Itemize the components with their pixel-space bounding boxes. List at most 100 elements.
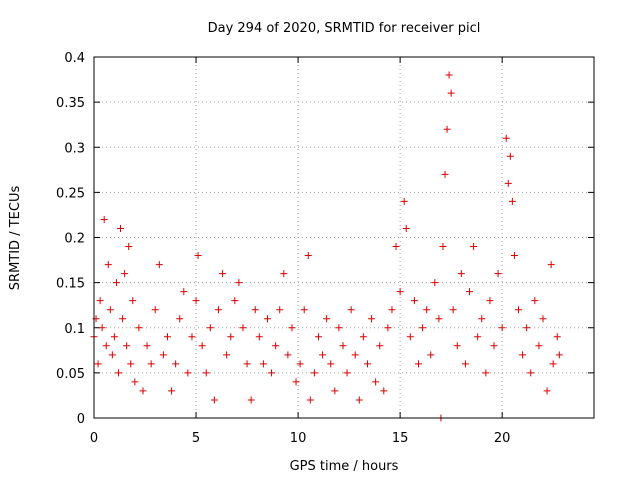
data-point (251, 306, 259, 314)
data-point (188, 333, 196, 341)
data-point (123, 342, 131, 350)
x-tick-label: 5 (192, 431, 200, 446)
data-point (306, 396, 314, 404)
data-point (376, 342, 384, 350)
data-point (494, 270, 502, 278)
data-point (223, 351, 231, 359)
data-point (272, 342, 280, 350)
data-point (523, 324, 531, 332)
data-point (202, 369, 210, 377)
data-point (351, 351, 359, 359)
data-point (176, 315, 184, 323)
x-axis-label: GPS time / hours (290, 459, 399, 474)
data-point (490, 342, 498, 350)
data-point (508, 197, 516, 205)
y-axis-label: SRMTID / TECUs (8, 186, 23, 291)
data-point (335, 324, 343, 332)
data-point (259, 360, 267, 368)
data-point (319, 351, 327, 359)
data-point (419, 324, 427, 332)
data-point (453, 342, 461, 350)
data-point (441, 170, 449, 178)
data-point (474, 333, 482, 341)
data-point (100, 215, 108, 223)
data-point (219, 270, 227, 278)
plot-frame (93, 56, 595, 419)
data-point (155, 261, 163, 269)
data-point (180, 288, 188, 296)
data-point (284, 351, 292, 359)
data-point (184, 369, 192, 377)
data-point (384, 324, 392, 332)
data-point (502, 134, 510, 142)
data-point (227, 333, 235, 341)
data-point (478, 315, 486, 323)
y-tick-label: 0.1 (64, 322, 85, 337)
data-point (527, 369, 535, 377)
data-point (400, 197, 408, 205)
data-point (292, 378, 300, 386)
y-tick-label: 0.35 (56, 96, 85, 111)
data-point (406, 333, 414, 341)
data-point (117, 224, 125, 232)
data-point (531, 297, 539, 305)
data-point (445, 71, 453, 79)
data-point (439, 243, 447, 251)
data-point (214, 306, 222, 314)
y-tick-label: 0.2 (64, 232, 85, 247)
x-tick-label: 15 (392, 431, 409, 446)
y-tick-label: 0.15 (56, 277, 85, 292)
data-point (339, 342, 347, 350)
data-point (255, 333, 263, 341)
data-point (363, 360, 371, 368)
data-point (549, 360, 557, 368)
data-point (519, 351, 527, 359)
data-point (151, 306, 159, 314)
data-point (119, 315, 127, 323)
data-point (547, 261, 555, 269)
data-point (268, 369, 276, 377)
data-point (300, 306, 308, 314)
data-point (514, 306, 522, 314)
x-tick-label: 10 (290, 431, 307, 446)
data-point (98, 324, 106, 332)
data-point (135, 324, 143, 332)
data-point (147, 360, 155, 368)
data-point (231, 297, 239, 305)
data-point (280, 270, 288, 278)
data-point (414, 360, 422, 368)
data-point (506, 152, 514, 160)
data-point (192, 297, 200, 305)
data-point (314, 333, 322, 341)
data-point (323, 315, 331, 323)
data-point (276, 306, 284, 314)
data-point (355, 396, 363, 404)
data-point (388, 306, 396, 314)
data-point (331, 387, 339, 395)
data-point (372, 378, 380, 386)
data-point (359, 333, 367, 341)
data-point (504, 179, 512, 187)
data-point (296, 360, 304, 368)
data-point (457, 270, 465, 278)
data-point (466, 288, 474, 296)
data-point (392, 243, 400, 251)
data-point (423, 306, 431, 314)
data-point (110, 333, 118, 341)
data-point (104, 261, 112, 269)
y-tick-label: 0.4 (64, 51, 85, 66)
x-tick-label: 0 (90, 431, 98, 446)
data-point (368, 315, 376, 323)
data-point (106, 306, 114, 314)
y-tick-label: 0.05 (56, 367, 85, 382)
y-tick-label: 0 (77, 412, 85, 427)
data-point (543, 387, 551, 395)
data-point (243, 360, 251, 368)
data-point (127, 360, 135, 368)
data-point (96, 297, 104, 305)
data-point (129, 297, 137, 305)
data-point (555, 351, 563, 359)
data-point (125, 243, 133, 251)
data-points (90, 71, 563, 422)
